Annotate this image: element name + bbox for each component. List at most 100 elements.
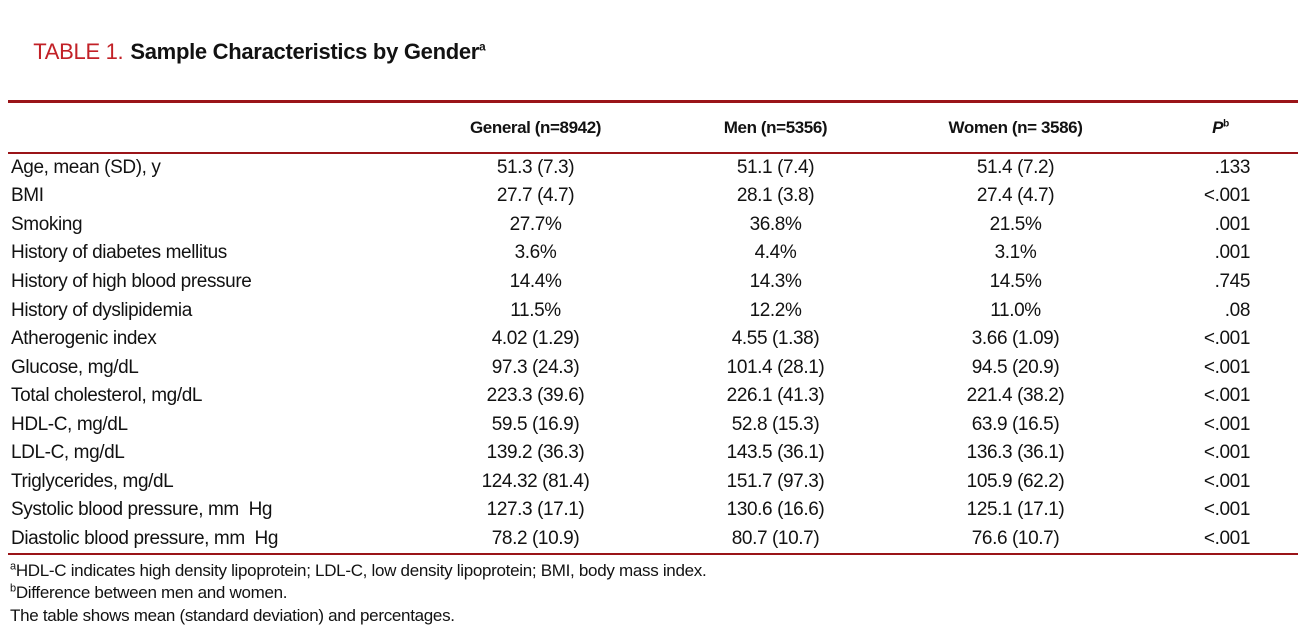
general-value: 14.4%: [509, 270, 562, 292]
women-value: 3.66 (1.09): [971, 328, 1060, 350]
women-value: 105.9 (62.2): [966, 470, 1065, 492]
row-label: Total cholesterol, mg/dL: [11, 385, 203, 407]
footnote-difference: bDifference between men and women.: [10, 582, 1298, 605]
row-label: History of high blood pressure: [11, 270, 252, 292]
row-label: LDL-C, mg/dL: [11, 442, 125, 464]
table-row-ldl-c: LDL-C, mg/dL 139.2 (36.3) 143.5 (36.1) 1…: [8, 438, 1298, 467]
general-value: 139.2 (36.3): [486, 442, 585, 464]
general-value: 97.3 (24.3): [491, 356, 580, 378]
p-value: <.001: [1203, 470, 1250, 492]
row-label: Diastolic blood pressure, mm Hg: [11, 527, 279, 549]
women-value: 221.4 (38.2): [966, 385, 1065, 407]
general-value: 4.02 (1.29): [491, 328, 580, 350]
row-label: Glucose, mg/dL: [11, 356, 139, 378]
table-title-text: Sample Characteristics by Gender: [130, 39, 480, 64]
general-value: 124.32 (81.4): [481, 470, 590, 492]
p-value: <.001: [1203, 499, 1250, 521]
header-general: General (n=8942): [408, 103, 663, 154]
row-label: Systolic blood pressure, mm Hg: [11, 499, 273, 521]
sample-characteristics-table: General (n=8942) Men (n=5356) Women (n= …: [8, 103, 1298, 553]
men-value: 101.4 (28.1): [726, 356, 825, 378]
table-number-label: TABLE 1.: [33, 39, 124, 64]
p-value: .08: [1224, 299, 1251, 321]
women-value: 94.5 (20.9): [971, 356, 1060, 378]
men-value: 52.8 (15.3): [731, 413, 820, 435]
men-value: 28.1 (3.8): [736, 185, 815, 207]
men-value: 226.1 (41.3): [726, 385, 825, 407]
table-row-glucose: Glucose, mg/dL 97.3 (24.3) 101.4 (28.1) …: [8, 353, 1298, 382]
table-row-diastolic-bp: Diastolic blood pressure, mm Hg 78.2 (10…: [8, 524, 1298, 553]
women-value: 3.1%: [994, 242, 1037, 264]
women-value: 76.6 (10.7): [971, 527, 1060, 549]
top-rule: [8, 100, 1298, 103]
header-empty-cell: [8, 103, 408, 154]
footnotes: aHDL-C indicates high density lipoprotei…: [10, 560, 1298, 627]
p-value: <.001: [1203, 356, 1250, 378]
p-value: <.001: [1203, 413, 1250, 435]
table-title-superscript: a: [479, 39, 486, 54]
table-row-atherogenic-index: Atherogenic index 4.02 (1.29) 4.55 (1.38…: [8, 324, 1298, 353]
table-row-total-cholesterol: Total cholesterol, mg/dL 223.3 (39.6) 22…: [8, 381, 1298, 410]
header-row: General (n=8942) Men (n=5356) Women (n= …: [8, 103, 1298, 154]
men-value: 14.3%: [749, 270, 802, 292]
women-value: 27.4 (4.7): [976, 185, 1055, 207]
row-label: History of dyslipidemia: [11, 299, 192, 321]
row-label: Smoking: [11, 213, 83, 235]
footnote-a-marker: a: [10, 560, 16, 572]
table-row-dyslipidemia: History of dyslipidemia 11.5% 12.2% 11.0…: [8, 296, 1298, 325]
table-row-diabetes: History of diabetes mellitus 3.6% 4.4% 3…: [8, 239, 1298, 268]
row-label: Triglycerides, mg/dL: [11, 470, 174, 492]
footnote-text: Difference between men and women.: [15, 583, 288, 603]
general-value: 223.3 (39.6): [486, 385, 585, 407]
footnote-abbreviations: aHDL-C indicates high density lipoprotei…: [10, 560, 1298, 583]
men-value: 12.2%: [749, 299, 802, 321]
header-p-value: Pb: [1143, 103, 1298, 154]
men-value: 4.55 (1.38): [731, 328, 820, 350]
women-value: 51.4 (7.2): [976, 157, 1055, 179]
general-value: 3.6%: [514, 242, 557, 264]
table-row-high-blood-pressure: History of high blood pressure 14.4% 14.…: [8, 267, 1298, 296]
women-value: 21.5%: [989, 213, 1042, 235]
row-label: BMI: [11, 185, 44, 207]
header-women: Women (n= 3586): [888, 103, 1143, 154]
footnote-note: The table shows mean (standard deviation…: [10, 605, 1298, 627]
men-value: 80.7 (10.7): [731, 527, 820, 549]
table-row-systolic-bp: Systolic blood pressure, mm Hg 127.3 (17…: [8, 496, 1298, 525]
p-value: .133: [1214, 157, 1251, 179]
men-value: 4.4%: [754, 242, 797, 264]
p-value: .001: [1214, 242, 1251, 264]
table-row-smoking: Smoking 27.7% 36.8% 21.5% .001: [8, 210, 1298, 239]
p-value: <.001: [1203, 527, 1250, 549]
women-value: 125.1 (17.1): [966, 499, 1065, 521]
p-superscript: b: [1223, 117, 1229, 129]
general-value: 59.5 (16.9): [491, 413, 580, 435]
p-value: .745: [1214, 270, 1251, 292]
p-value: <.001: [1203, 442, 1250, 464]
p-value: <.001: [1203, 185, 1250, 207]
general-value: 78.2 (10.9): [491, 527, 580, 549]
men-value: 143.5 (36.1): [726, 442, 825, 464]
bottom-rule: [8, 552, 1298, 555]
table-title: TABLE 1. Sample Characteristics by Gender…: [10, 13, 1296, 91]
men-value: 36.8%: [749, 213, 802, 235]
table-row-bmi: BMI 27.7 (4.7) 28.1 (3.8) 27.4 (4.7) <.0…: [8, 182, 1298, 211]
p-symbol: P: [1212, 117, 1224, 137]
header-men: Men (n=5356): [663, 103, 888, 154]
table-row-hdl-c: HDL-C, mg/dL 59.5 (16.9) 52.8 (15.3) 63.…: [8, 410, 1298, 439]
row-label: HDL-C, mg/dL: [11, 413, 128, 435]
general-value: 51.3 (7.3): [496, 157, 575, 179]
footnote-b-marker: b: [10, 582, 16, 595]
women-value: 14.5%: [989, 270, 1042, 292]
footnote-text: The table shows mean (standard deviation…: [10, 605, 455, 625]
women-value: 136.3 (36.1): [966, 442, 1065, 464]
general-value: 27.7%: [509, 213, 562, 235]
general-value: 27.7 (4.7): [496, 185, 575, 207]
p-value: .001: [1214, 213, 1251, 235]
general-value: 127.3 (17.1): [486, 499, 585, 521]
row-label: Age, mean (SD), y: [11, 157, 161, 179]
p-value: <.001: [1203, 328, 1250, 350]
women-value: 63.9 (16.5): [971, 413, 1060, 435]
row-label: History of diabetes mellitus: [11, 242, 227, 264]
table-row-triglycerides: Triglycerides, mg/dL 124.32 (81.4) 151.7…: [8, 467, 1298, 496]
row-label: Atherogenic index: [11, 328, 157, 350]
